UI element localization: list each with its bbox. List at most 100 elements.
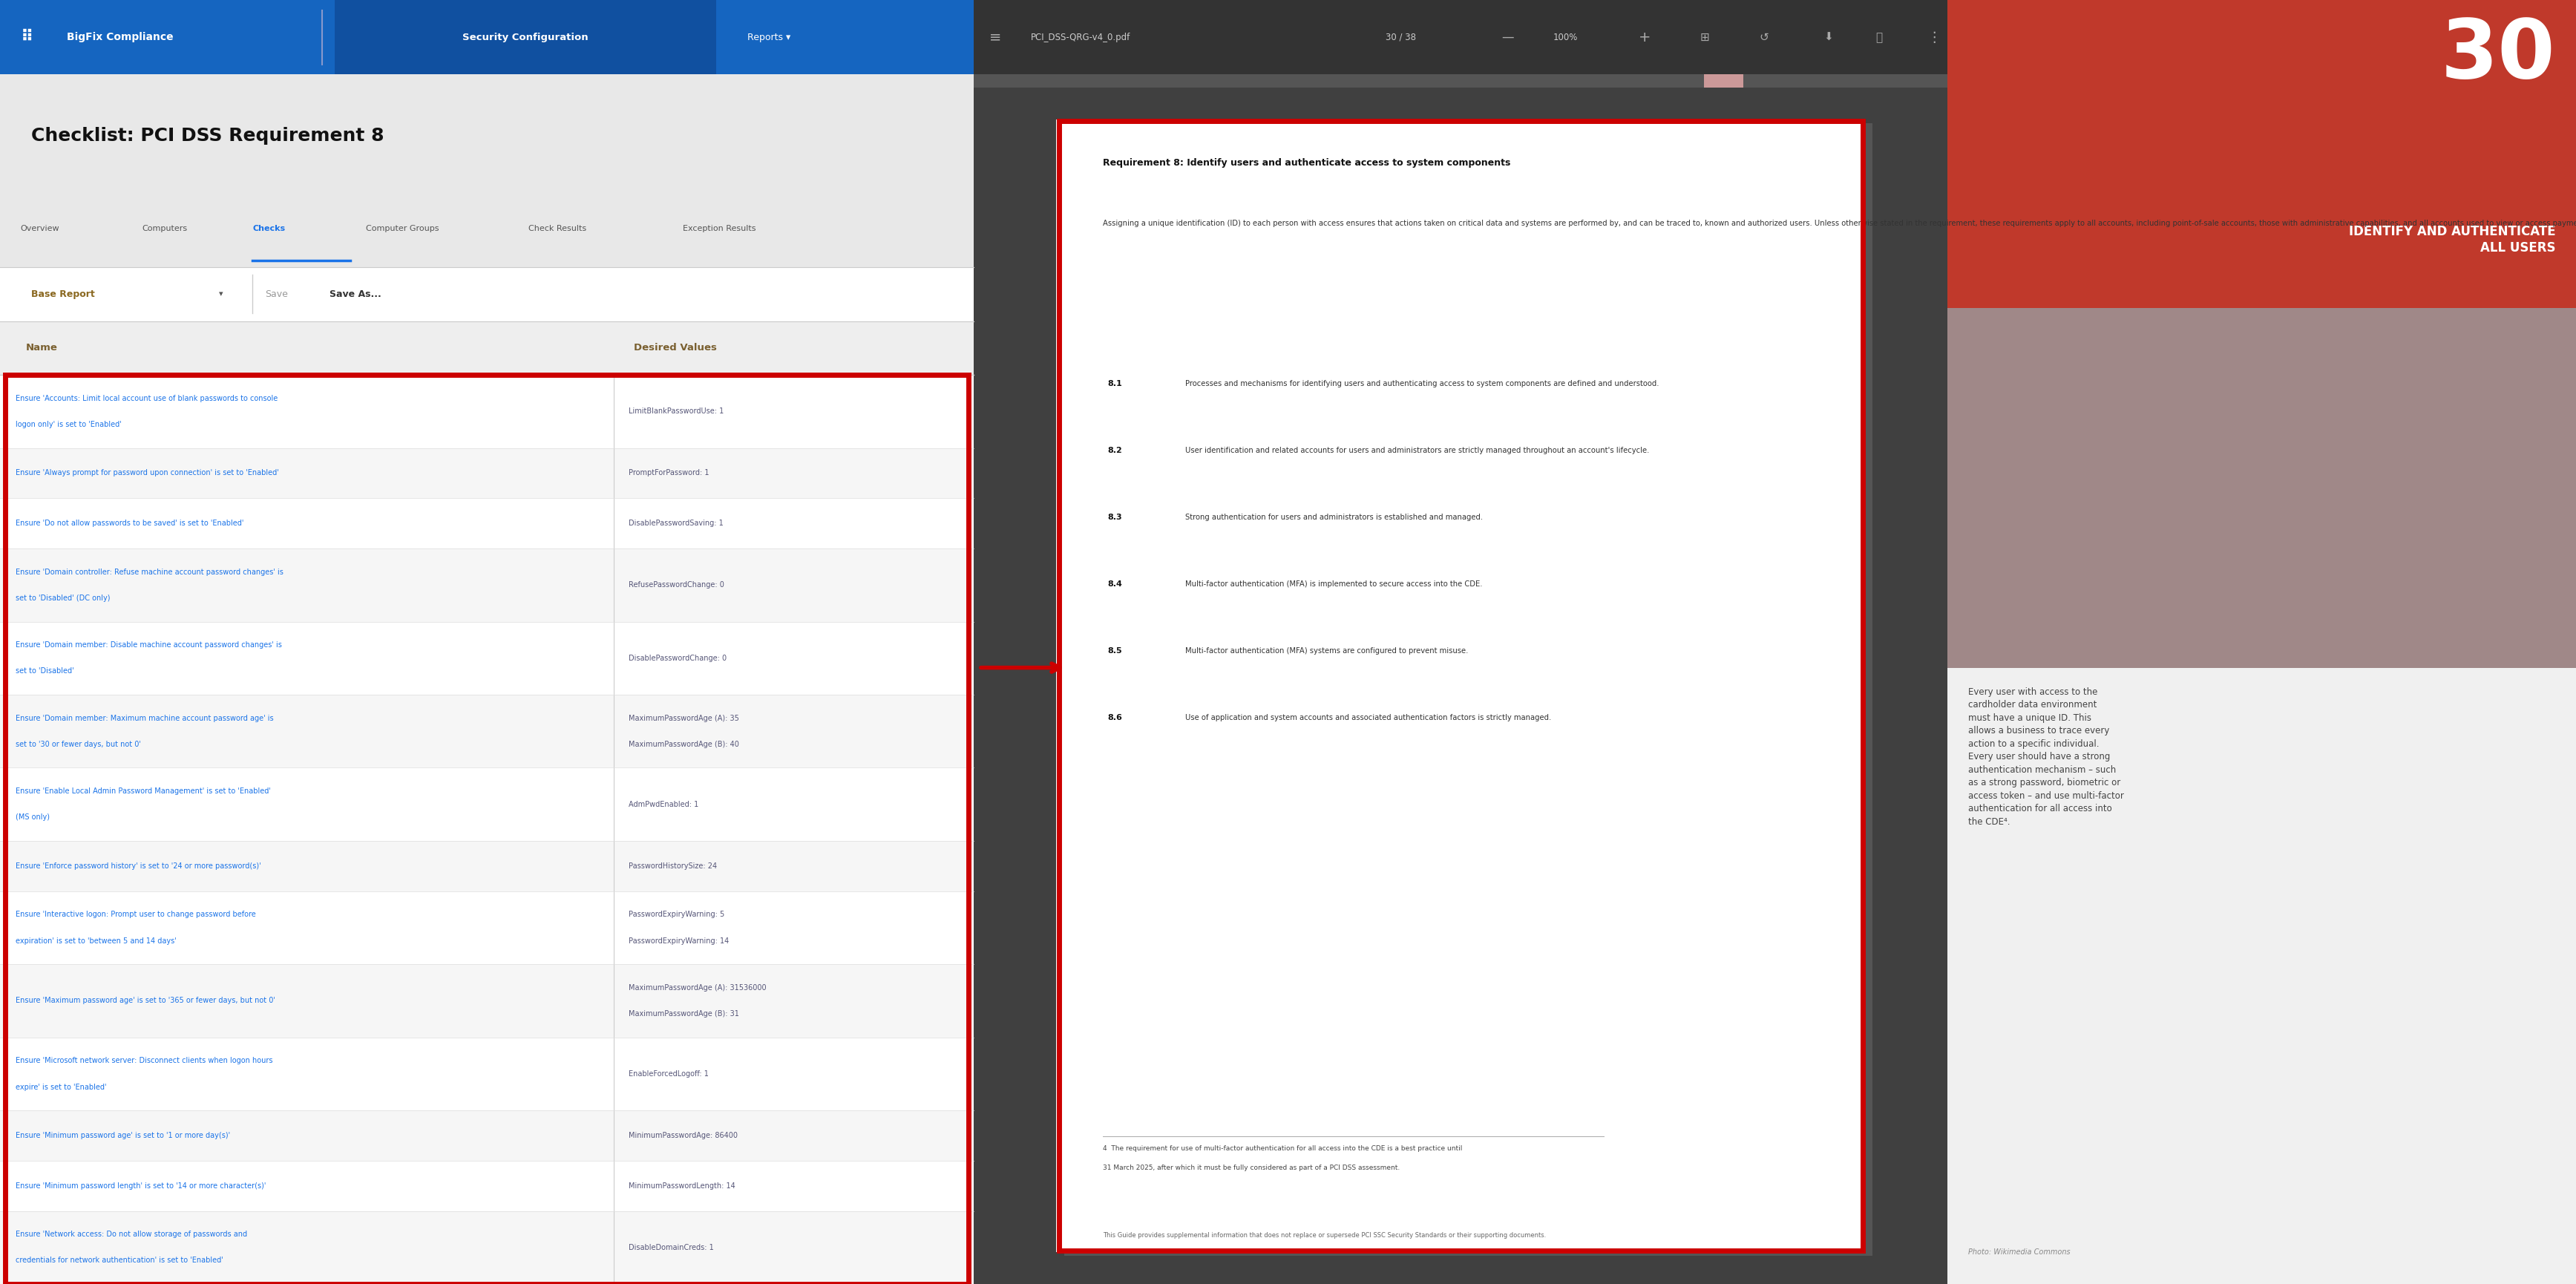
Text: PasswordExpiryWarning: 14: PasswordExpiryWarning: 14 <box>629 937 729 945</box>
Text: Check Results: Check Results <box>528 225 587 232</box>
Text: Ensure 'Domain member: Maximum machine account password age' is: Ensure 'Domain member: Maximum machine a… <box>15 714 273 722</box>
Text: Ensure 'Enable Local Admin Password Management' is set to 'Enabled': Ensure 'Enable Local Admin Password Mana… <box>15 787 270 795</box>
Text: Assigning a unique identification (ID) to each person with access ensures that a: Assigning a unique identification (ID) t… <box>1103 220 2576 227</box>
Bar <box>0 498 974 548</box>
Text: Every user with access to the
cardholder data environment
must have a unique ID.: Every user with access to the cardholder… <box>1968 687 2123 827</box>
Text: LimitBlankPasswordUse: 1: LimitBlankPasswordUse: 1 <box>629 408 724 415</box>
Text: Exception Results: Exception Results <box>683 225 755 232</box>
Bar <box>0 964 974 1037</box>
Text: ⠿: ⠿ <box>21 30 33 45</box>
Text: Base Report: Base Report <box>31 289 95 299</box>
Text: ≡: ≡ <box>989 31 1002 44</box>
Text: Save As...: Save As... <box>330 289 381 299</box>
Bar <box>0 1111 974 1161</box>
Bar <box>0 841 974 891</box>
Text: Ensure 'Interactive logon: Prompt user to change password before: Ensure 'Interactive logon: Prompt user t… <box>15 910 255 918</box>
Text: Checklist: PCI DSS Requirement 8: Checklist: PCI DSS Requirement 8 <box>31 127 384 144</box>
Text: ⬇: ⬇ <box>1824 32 1834 42</box>
Bar <box>0 695 974 768</box>
Text: +: + <box>1638 31 1651 44</box>
Text: Ensure 'Microsoft network server: Disconnect clients when logon hours: Ensure 'Microsoft network server: Discon… <box>15 1057 273 1064</box>
Text: MinimumPasswordLength: 14: MinimumPasswordLength: 14 <box>629 1183 737 1189</box>
Text: —: — <box>1502 31 1515 44</box>
Text: 4  The requirement for use of multi-factor authentication for all access into th: 4 The requirement for use of multi-facto… <box>1103 1145 1463 1152</box>
Text: Desired Values: Desired Values <box>634 343 716 353</box>
Text: RefusePasswordChange: 0: RefusePasswordChange: 0 <box>629 582 724 589</box>
Bar <box>335 0 716 74</box>
Text: Name: Name <box>26 343 57 353</box>
Bar <box>1064 123 1873 1256</box>
Bar <box>1947 308 2576 668</box>
Text: 8.3: 8.3 <box>1108 514 1123 521</box>
Text: 8.6: 8.6 <box>1108 714 1123 722</box>
Bar <box>1947 668 2576 1284</box>
Text: MaximumPasswordAge (A): 35: MaximumPasswordAge (A): 35 <box>629 714 739 722</box>
Bar <box>0 0 974 1284</box>
Text: Strong authentication for users and administrators is established and managed.: Strong authentication for users and admi… <box>1185 514 1484 521</box>
Text: ↺: ↺ <box>1759 32 1770 42</box>
Text: Ensure 'Domain controller: Refuse machine account password changes' is: Ensure 'Domain controller: Refuse machin… <box>15 569 283 575</box>
Text: Ensure 'Domain member: Disable machine account password changes' is: Ensure 'Domain member: Disable machine a… <box>15 641 281 648</box>
Text: Multi-factor authentication (MFA) is implemented to secure access into the CDE.: Multi-factor authentication (MFA) is imp… <box>1185 580 1481 588</box>
Text: credentials for network authentication' is set to 'Enabled': credentials for network authentication' … <box>15 1257 224 1265</box>
Bar <box>0 448 974 498</box>
Text: Multi-factor authentication (MFA) systems are configured to prevent misuse.: Multi-factor authentication (MFA) system… <box>1185 647 1468 655</box>
Text: Ensure 'Minimum password age' is set to '1 or more day(s)': Ensure 'Minimum password age' is set to … <box>15 1131 229 1139</box>
Bar <box>974 0 1947 74</box>
Bar <box>0 74 974 196</box>
Text: PromptForPassword: 1: PromptForPassword: 1 <box>629 470 708 476</box>
Bar <box>0 621 974 695</box>
Text: This Guide provides supplemental information that does not replace or supersede : This Guide provides supplemental informa… <box>1103 1233 1546 1239</box>
Text: expire' is set to 'Enabled': expire' is set to 'Enabled' <box>15 1084 106 1090</box>
Text: set to 'Disabled': set to 'Disabled' <box>15 668 75 675</box>
Text: Save: Save <box>265 289 289 299</box>
Text: AdmPwdEnabled: 1: AdmPwdEnabled: 1 <box>629 801 698 808</box>
Text: Computer Groups: Computer Groups <box>366 225 438 232</box>
Text: Ensure 'Accounts: Limit local account use of blank passwords to console: Ensure 'Accounts: Limit local account us… <box>15 394 278 402</box>
Text: MinimumPasswordAge: 86400: MinimumPasswordAge: 86400 <box>629 1131 737 1139</box>
Text: Overview: Overview <box>21 225 59 232</box>
Text: Ensure 'Always prompt for password upon connection' is set to 'Enabled': Ensure 'Always prompt for password upon … <box>15 470 278 476</box>
Text: 8.2: 8.2 <box>1108 447 1123 455</box>
Bar <box>0 768 974 841</box>
Bar <box>5 375 969 1284</box>
Text: PCI_DSS-QRG-v4_0.pdf: PCI_DSS-QRG-v4_0.pdf <box>1030 32 1131 42</box>
Text: Requirement 8: Identify users and authenticate access to system components: Requirement 8: Identify users and authen… <box>1103 158 1510 168</box>
Text: Security Configuration: Security Configuration <box>464 32 587 42</box>
Text: User identification and related accounts for users and administrators are strict: User identification and related accounts… <box>1185 447 1649 455</box>
Text: PasswordExpiryWarning: 5: PasswordExpiryWarning: 5 <box>629 910 724 918</box>
Bar <box>0 1211 974 1284</box>
Bar <box>974 74 1947 87</box>
Text: BigFix Compliance: BigFix Compliance <box>67 32 173 42</box>
Text: logon only' is set to 'Enabled': logon only' is set to 'Enabled' <box>15 421 121 429</box>
Text: Use of application and system accounts and associated authentication factors is : Use of application and system accounts a… <box>1185 714 1551 722</box>
Text: 30: 30 <box>2439 15 2555 95</box>
Text: 30 / 38: 30 / 38 <box>1386 32 1417 42</box>
Text: ▾: ▾ <box>219 290 224 298</box>
Text: 100%: 100% <box>1553 32 1579 42</box>
Bar <box>974 0 1947 1284</box>
Text: Checks: Checks <box>252 225 286 232</box>
Text: expiration' is set to 'between 5 and 14 days': expiration' is set to 'between 5 and 14 … <box>15 937 175 945</box>
Text: 8.1: 8.1 <box>1108 380 1123 388</box>
Text: Reports ▾: Reports ▾ <box>747 32 791 42</box>
Bar <box>1705 74 1744 87</box>
Text: Ensure 'Do not allow passwords to be saved' is set to 'Enabled': Ensure 'Do not allow passwords to be sav… <box>15 520 245 528</box>
Text: IDENTIFY AND AUTHENTICATE
ALL USERS: IDENTIFY AND AUTHENTICATE ALL USERS <box>2349 225 2555 254</box>
Bar <box>0 0 974 74</box>
Bar <box>1056 119 1865 1252</box>
Bar <box>0 891 974 964</box>
Bar <box>0 196 974 267</box>
Text: 31 March 2025, after which it must be fully considered as part of a PCI DSS asse: 31 March 2025, after which it must be fu… <box>1103 1165 1399 1171</box>
Text: set to '30 or fewer days, but not 0': set to '30 or fewer days, but not 0' <box>15 741 142 749</box>
Text: Ensure 'Minimum password length' is set to '14 or more character(s)': Ensure 'Minimum password length' is set … <box>15 1183 265 1189</box>
Bar <box>1059 121 1862 1251</box>
Text: PasswordHistorySize: 24: PasswordHistorySize: 24 <box>629 863 716 869</box>
Text: Ensure 'Maximum password age' is set to '365 or fewer days, but not 0': Ensure 'Maximum password age' is set to … <box>15 998 276 1004</box>
Text: ⊞: ⊞ <box>1700 32 1710 42</box>
Text: DisablePasswordChange: 0: DisablePasswordChange: 0 <box>629 655 726 661</box>
Text: (MS only): (MS only) <box>15 814 49 822</box>
Text: set to 'Disabled' (DC only): set to 'Disabled' (DC only) <box>15 594 111 602</box>
Text: 8.5: 8.5 <box>1108 647 1123 655</box>
Text: DisableDomainCreds: 1: DisableDomainCreds: 1 <box>629 1244 714 1251</box>
